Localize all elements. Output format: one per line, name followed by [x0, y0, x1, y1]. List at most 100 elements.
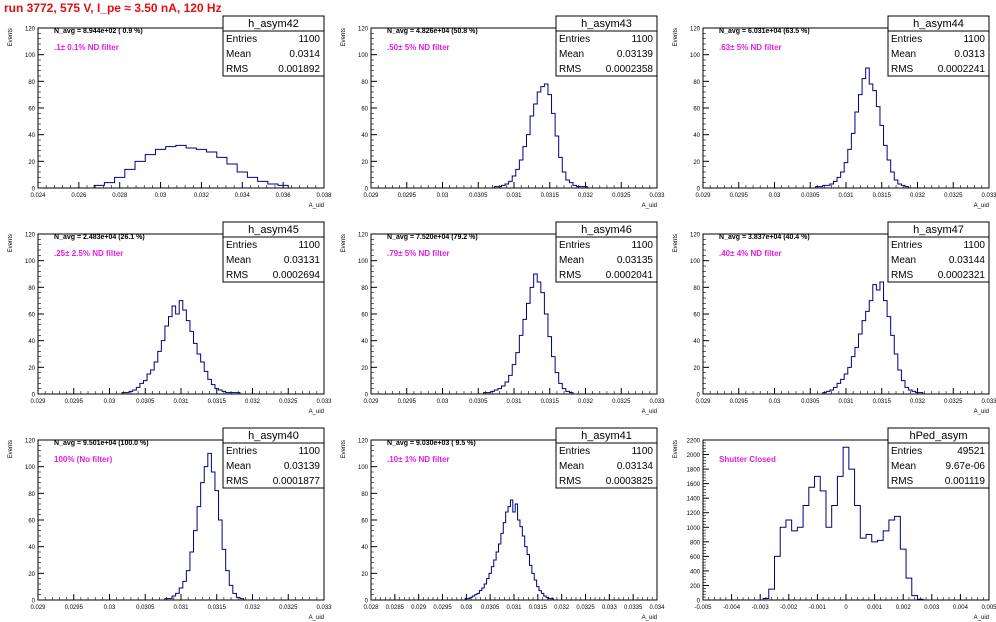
x-tick-label: 0.03: [437, 399, 449, 405]
y-tick-label: 60: [693, 107, 700, 113]
y-tick-label: 100: [358, 53, 369, 59]
histogram-outline: [493, 83, 588, 188]
histogram-bin: [797, 527, 803, 600]
x-tick-label: 0.03: [460, 605, 472, 611]
x-tick-label: 0.0325: [279, 605, 298, 611]
histogram-bin: [534, 104, 538, 188]
histogram-bin: [833, 181, 837, 188]
y-tick-label: 80: [693, 80, 700, 86]
histogram-bin: [468, 599, 470, 600]
histogram-bin: [527, 303, 531, 394]
x-tick-label: 0.032: [245, 605, 261, 611]
x-tick-label: 0.034: [649, 605, 665, 611]
stats-value: 0.0003825: [606, 476, 654, 487]
x-tick-label: 0.033: [649, 399, 665, 405]
histogram-name: h_asym44: [913, 18, 964, 30]
histogram-bin: [129, 391, 133, 394]
histogram-pad-h_asym47: 0 20 40 60 80 100 120 0.029 0.0295 0.03 0.0305 0.03…: [673, 221, 996, 415]
stats-label: Entries: [226, 34, 257, 45]
stats-box: [555, 427, 658, 489]
histogram-bin: [494, 560, 496, 600]
y-tick-label: 40: [361, 339, 368, 345]
histogram-bin: [769, 589, 775, 600]
histogram-bin: [158, 351, 162, 394]
stats-label: Entries: [891, 446, 922, 457]
y-tick-label: 1200: [687, 511, 701, 517]
filter-annotation: .50± 5% ND filter: [387, 43, 450, 52]
x-tick-label: 0.03: [769, 193, 781, 199]
histogram-bin: [905, 387, 909, 394]
histogram-name: h_asym46: [581, 224, 632, 236]
x-tick-label: 0.029: [30, 399, 46, 405]
histogram-bin: [494, 187, 498, 188]
histogram-bin: [849, 469, 855, 600]
y-tick-label: 20: [28, 160, 35, 166]
stats-value: 9.67e-06: [946, 461, 986, 472]
stats-label: RMS: [226, 64, 249, 75]
histogram-bin: [513, 512, 515, 600]
histogram-bin: [136, 387, 140, 394]
stats-label: Entries: [226, 446, 257, 457]
y-tick-label: 0: [32, 393, 36, 399]
x-tick-label: 0.0305: [136, 605, 155, 611]
histogram-bin: [541, 593, 543, 600]
histogram-bin: [172, 306, 176, 394]
stats-box: [887, 15, 990, 77]
stats-value: 0.0002694: [273, 270, 321, 281]
histogram-name: h_asym40: [248, 430, 299, 442]
y-tick-label: 120: [358, 27, 369, 33]
x-axis-title: A_uid: [642, 409, 657, 415]
histogram-bin: [877, 540, 883, 600]
x-tick-label: 0.033: [316, 605, 332, 611]
histogram-bin: [919, 393, 923, 394]
y-tick-label: 0: [32, 599, 36, 605]
histogram-bin: [176, 593, 180, 600]
y-tick-label: 60: [361, 107, 368, 113]
histogram-name: h_asym45: [248, 224, 299, 236]
histogram-pad-h_asym40: 0 20 40 60 80 100 120 0.029 0.0295 0.03 0.0305 0.03…: [8, 427, 332, 621]
x-tick-label: 0.032: [910, 399, 926, 405]
histogram-pad-h_asym46: 0 20 40 60 80 100 120 0.029 0.0295 0.03 0.0305 0.03…: [341, 221, 665, 415]
y-tick-label: 100: [358, 259, 369, 265]
histogram-bin: [479, 591, 481, 600]
stats-value: 0.03139: [284, 461, 321, 472]
stats-value: 0.0002041: [606, 270, 654, 281]
x-tick-label: 0.038: [316, 193, 332, 199]
histogram-bin: [508, 507, 510, 600]
histogram-bin: [518, 520, 520, 600]
x-tick-label: 0.004: [953, 605, 969, 611]
histogram-bin: [898, 370, 902, 394]
filter-annotation: Shutter Closed: [719, 455, 776, 464]
histogram-bin: [525, 547, 527, 600]
y-tick-label: 800: [690, 540, 701, 546]
y-tick-label: 100: [25, 259, 36, 265]
x-tick-label: 0.03: [155, 193, 167, 199]
x-tick-label: 0.0325: [279, 399, 298, 405]
histogram-bin: [194, 531, 198, 600]
histogram-bin: [873, 285, 877, 394]
histogram-bin: [844, 163, 848, 188]
stats-box: [555, 15, 658, 77]
histogram-bin: [876, 107, 880, 188]
y-tick-label: 80: [28, 80, 35, 86]
x-tick-label: 0.0295: [433, 605, 452, 611]
y-tick-label: 100: [25, 465, 36, 471]
stats-label: Mean: [891, 461, 916, 472]
y-tick-label: 40: [28, 133, 35, 139]
histogram-bin: [848, 367, 852, 394]
histogram-bin: [883, 531, 889, 600]
histogram-bin: [496, 552, 498, 600]
histogram-bin: [887, 160, 891, 188]
histogram-bin: [901, 185, 905, 188]
x-tick-label: 0.0305: [801, 193, 820, 199]
histogram-bin: [780, 527, 786, 600]
histogram-bin: [140, 383, 144, 394]
stats-value: 0.03139: [617, 49, 654, 60]
y-tick-label: 120: [358, 233, 369, 239]
y-tick-label: 80: [361, 492, 368, 498]
histogram-bin: [501, 386, 505, 394]
histogram-bin: [484, 584, 486, 600]
histogram-bin: [916, 393, 920, 394]
histogram-bin: [562, 389, 566, 394]
x-tick-label: 0.033: [602, 605, 618, 611]
